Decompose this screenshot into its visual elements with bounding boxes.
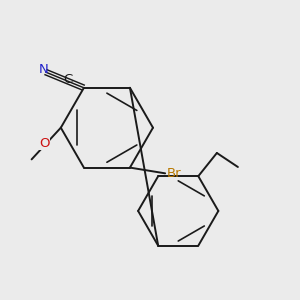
Text: O: O <box>39 137 50 150</box>
Text: Br: Br <box>167 167 181 180</box>
Text: C: C <box>63 73 72 86</box>
Text: N: N <box>39 63 49 76</box>
